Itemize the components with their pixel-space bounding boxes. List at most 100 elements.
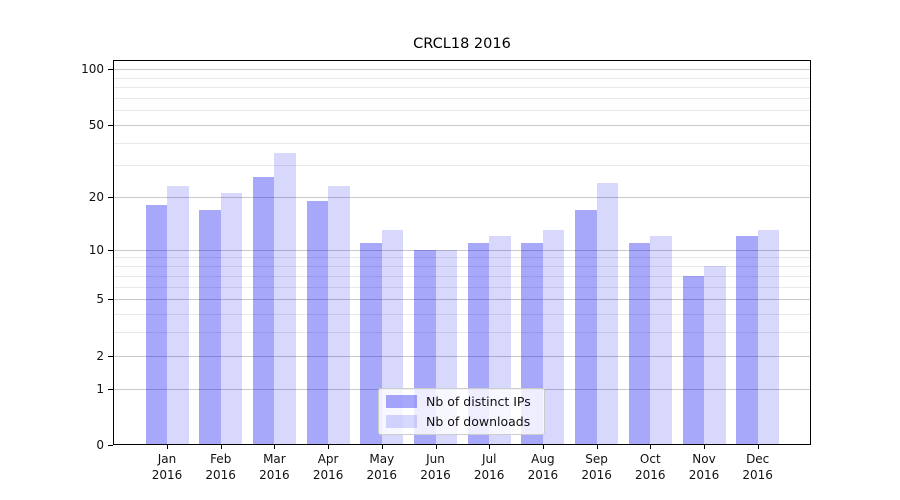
legend-label-distinct-ips: Nb of distinct IPs <box>426 394 531 409</box>
x-tick-month: Aug <box>531 452 555 466</box>
x-tick-mark <box>542 445 544 449</box>
x-tick-month: Feb <box>210 452 232 466</box>
gridline-minor <box>114 275 810 277</box>
x-tick-label-mar: Mar 2016 <box>245 451 303 483</box>
gridline-minor <box>114 266 810 268</box>
legend-swatch-downloads <box>386 415 417 428</box>
bar-may-ips <box>360 242 382 444</box>
gridline-minor <box>114 97 810 99</box>
x-tick-label-jan: Jan 2016 <box>138 451 196 483</box>
x-tick-mark <box>220 445 222 449</box>
x-tick-label-aug: Aug 2016 <box>514 451 572 483</box>
x-tick-year: 2016 <box>473 468 505 482</box>
bar-sep-ips <box>575 209 597 444</box>
x-tick-label-jun: Jun 2016 <box>407 451 465 483</box>
bar-dec-ips <box>736 236 758 444</box>
x-tick-label-apr: Apr 2016 <box>299 451 357 483</box>
x-tick-mark <box>757 445 759 449</box>
x-tick-mark <box>650 445 652 449</box>
gridline-major <box>114 355 810 357</box>
legend: Nb of distinct IPs Nb of downloads <box>378 388 545 435</box>
legend-item-downloads: Nb of downloads <box>386 414 544 429</box>
bar-apr-ips <box>306 201 329 444</box>
x-tick-year: 2016 <box>420 468 451 482</box>
legend-item-distinct-ips: Nb of distinct IPs <box>386 394 544 409</box>
bar-mar-ips <box>252 176 275 444</box>
x-tick-year: 2016 <box>151 468 183 482</box>
y-tick-mark <box>108 445 113 446</box>
legend-swatch-distinct-ips <box>386 395 417 408</box>
gridline-major <box>114 197 810 199</box>
x-tick-label-oct: Oct 2016 <box>621 451 679 483</box>
gridline-minor <box>114 286 810 288</box>
x-tick-month: Mar <box>263 452 286 466</box>
y-tick-label: 20 <box>88 190 104 205</box>
x-tick-year: 2016 <box>527 468 559 482</box>
gridline-major <box>114 299 810 301</box>
x-tick-mark <box>328 445 330 449</box>
x-tick-label-feb: Feb 2016 <box>192 451 250 483</box>
gridline-minor <box>114 77 810 79</box>
x-tick-year: 2016 <box>312 468 344 482</box>
x-tick-mark <box>167 445 168 449</box>
y-tick-label: 5 <box>96 292 104 307</box>
x-tick-year: 2016 <box>742 468 773 482</box>
x-tick-year: 2016 <box>205 468 236 482</box>
x-tick-month: Oct <box>639 452 661 466</box>
gridline-minor <box>114 142 810 144</box>
bar-feb-ips <box>199 209 221 444</box>
legend-label-downloads: Nb of downloads <box>426 414 531 429</box>
x-tick-month: Jul <box>481 452 497 466</box>
x-tick-month: Jun <box>426 452 445 466</box>
gridline-major <box>114 124 810 126</box>
y-tick-mark <box>108 197 113 199</box>
gridline-minor <box>114 165 810 167</box>
gridline-minor <box>114 87 810 89</box>
gridline-minor <box>114 257 810 259</box>
y-tick-mark <box>108 299 113 301</box>
bar-feb-downloads <box>220 193 243 444</box>
bar-jan-downloads <box>167 186 189 444</box>
x-tick-month: Sep <box>585 452 608 466</box>
gridline-minor <box>114 110 810 112</box>
bar-dec-downloads <box>757 230 780 444</box>
x-tick-month: Nov <box>692 452 716 466</box>
x-tick-mark <box>596 445 598 449</box>
gridline-minor <box>114 332 810 334</box>
x-tick-month: Dec <box>746 452 770 466</box>
gridline-major <box>114 69 810 71</box>
x-tick-label-jul: Jul 2016 <box>460 451 518 483</box>
y-tick-label: 10 <box>88 242 104 257</box>
x-tick-mark <box>704 445 705 449</box>
bar-oct-downloads <box>650 236 672 444</box>
x-tick-month: Apr <box>317 452 339 466</box>
x-tick-year: 2016 <box>688 468 720 482</box>
y-tick-label: 2 <box>96 348 104 363</box>
x-tick-year: 2016 <box>581 468 612 482</box>
x-tick-month: Jan <box>157 452 177 466</box>
x-tick-mark <box>274 445 276 449</box>
y-tick-mark <box>108 124 113 126</box>
y-tick-mark <box>108 69 113 71</box>
gridline-major <box>114 249 810 251</box>
x-tick-label-sep: Sep 2016 <box>568 451 626 483</box>
y-tick-label: 1 <box>96 381 104 396</box>
bar-apr-downloads <box>328 186 350 444</box>
bar-nov-downloads <box>704 266 726 444</box>
chart-title: CRCL18 2016 <box>413 36 511 52</box>
y-tick-label: 50 <box>88 117 104 132</box>
x-tick-year: 2016 <box>259 468 290 482</box>
x-tick-year: 2016 <box>635 468 666 482</box>
x-tick-label-may: May 2016 <box>353 451 411 483</box>
y-tick-label: 0 <box>96 438 104 452</box>
bar-aug-downloads <box>542 230 565 444</box>
y-tick-label: 100 <box>81 62 104 77</box>
y-tick-mark <box>108 249 113 251</box>
bar-jan-ips <box>145 205 167 444</box>
x-tick-year: 2016 <box>366 468 398 482</box>
bar-oct-ips <box>628 242 651 444</box>
x-tick-mark <box>489 445 491 449</box>
x-tick-mark <box>435 445 437 449</box>
bar-nov-ips <box>682 275 704 444</box>
y-tick-mark <box>108 388 113 390</box>
